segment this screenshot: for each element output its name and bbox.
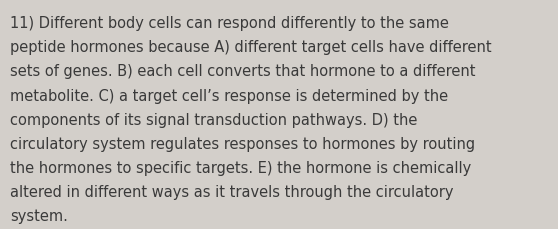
Text: peptide hormones because A) different target cells have different: peptide hormones because A) different ta… [10,40,492,55]
Text: circulatory system regulates responses to hormones by routing: circulatory system regulates responses t… [10,136,475,151]
Text: altered in different ways as it travels through the circulatory: altered in different ways as it travels … [10,184,454,199]
Text: sets of genes. B) each cell converts that hormone to a different: sets of genes. B) each cell converts tha… [10,64,475,79]
Text: metabolite. C) a target cell’s response is determined by the: metabolite. C) a target cell’s response … [10,88,448,103]
Text: components of its signal transduction pathways. D) the: components of its signal transduction pa… [10,112,417,127]
Text: 11) Different body cells can respond differently to the same: 11) Different body cells can respond dif… [10,16,449,31]
Text: system.: system. [10,208,68,223]
Text: the hormones to specific targets. E) the hormone is chemically: the hormones to specific targets. E) the… [10,160,472,175]
